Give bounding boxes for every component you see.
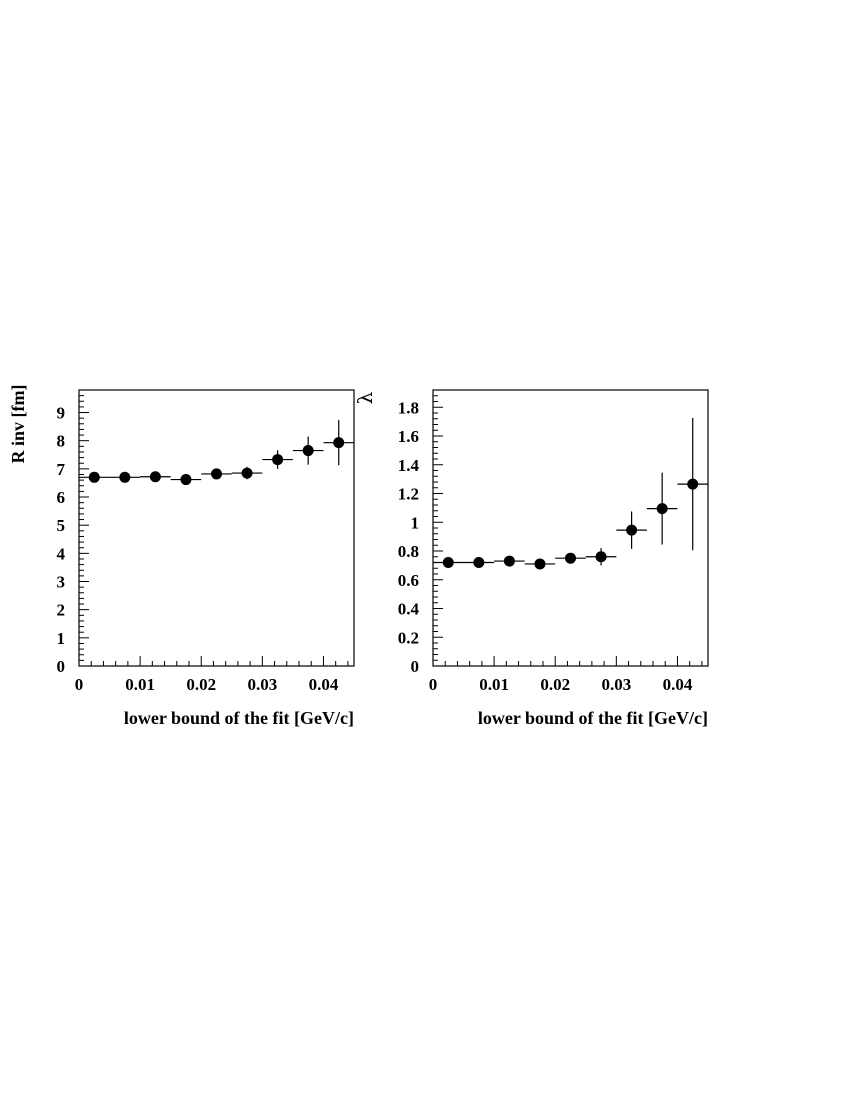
lambda-y-tick-label: 1.8 <box>398 398 419 417</box>
r-inv-y-tick-label: 2 <box>57 601 66 620</box>
lambda-data-point <box>442 557 454 568</box>
lambda-x-tick-label: 0.04 <box>663 675 693 694</box>
lambda-y-tick-label: 1 <box>411 513 420 532</box>
r-inv-x-tick-label: 0.03 <box>247 675 277 694</box>
lambda-y-tick-label: 1.4 <box>398 456 420 475</box>
r-inv-plot-frame <box>78 389 355 667</box>
lambda-panel: 0 0.01 0.02 0.03 0.04 0 0.2 0.4 0.6 0.8 1 1.2 1.4 1.6… <box>353 389 709 728</box>
lambda-y-axis-title: λ <box>353 391 377 404</box>
lambda-data-point <box>595 551 607 563</box>
r-inv-data-point <box>149 471 161 483</box>
r-inv-x-tick-label: 0.01 <box>125 675 155 694</box>
lambda-y-tick-label: 0.2 <box>398 628 419 647</box>
r-inv-y-tick-label: 4 <box>57 544 66 563</box>
r-inv-x-tick-label: 0 <box>75 675 84 694</box>
lambda-data-point <box>626 524 638 536</box>
r-inv-x-axis-title: lower bound of the fit [GeV/c] <box>124 708 354 728</box>
r-inv-x-tick-label: 0.02 <box>186 675 216 694</box>
lambda-x-tick-label: 0.03 <box>601 675 631 694</box>
lambda-plot-frame <box>432 389 709 667</box>
r-inv-data-point <box>180 474 192 486</box>
r-inv-y-tick-label: 0 <box>57 657 66 676</box>
lambda-data-point <box>473 557 485 568</box>
r-inv-y-tick-label: 6 <box>57 488 66 507</box>
r-inv-y-tick-label: 3 <box>57 573 66 592</box>
lambda-x-tick-label: 0.01 <box>479 675 509 694</box>
r-inv-data-point <box>333 437 345 449</box>
r-inv-x-tick-label: 0.04 <box>309 675 339 694</box>
r-inv-data-point <box>302 445 314 457</box>
r-inv-y-tick-label: 8 <box>57 432 66 451</box>
lambda-data-point <box>503 555 515 567</box>
r-inv-y-axis-title: R inv [fm] <box>8 385 28 464</box>
lambda-y-tick-label: 1.2 <box>398 485 419 504</box>
lambda-data-point <box>565 552 576 564</box>
r-inv-y-tick-label: 9 <box>57 404 66 423</box>
r-inv-panel: 0 0.01 0.02 0.03 0.04 0 1 2 3 4 5 6 7 8 9 lower bound o… <box>8 385 355 728</box>
lambda-y-tick-label: 0.6 <box>398 571 419 590</box>
r-inv-y-tick-label: 7 <box>57 460 66 479</box>
lambda-x-tick-label: 0.02 <box>540 675 570 694</box>
lambda-data-point <box>687 478 699 490</box>
lambda-data-point <box>534 558 546 570</box>
lambda-data-point <box>656 503 668 515</box>
lambda-y-tick-label: 0.4 <box>398 600 420 619</box>
lambda-y-tick-label: 0.8 <box>398 542 419 561</box>
lambda-y-tick-label: 0 <box>411 657 420 676</box>
r-inv-data-point <box>241 467 253 479</box>
lambda-y-tick-label: 1.6 <box>398 427 419 446</box>
r-inv-data-point <box>119 471 131 483</box>
r-inv-data-point <box>272 454 284 466</box>
r-inv-data-point <box>88 471 100 483</box>
lambda-x-tick-label: 0 <box>429 675 438 694</box>
lambda-x-axis-title: lower bound of the fit [GeV/c] <box>478 708 708 728</box>
r-inv-data-point <box>211 468 222 480</box>
r-inv-y-tick-label: 1 <box>57 629 66 648</box>
r-inv-y-tick-label: 5 <box>57 516 66 535</box>
